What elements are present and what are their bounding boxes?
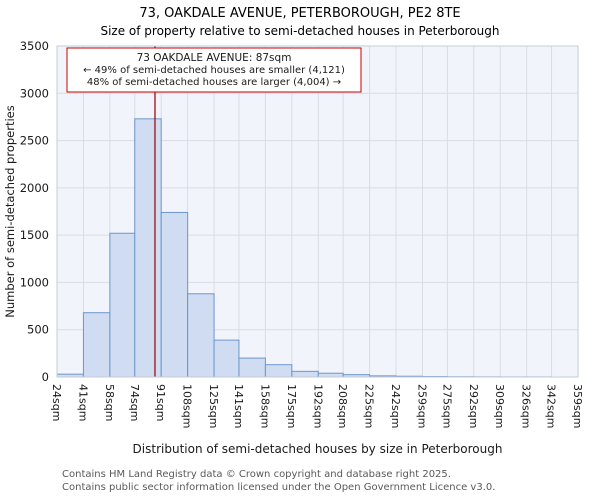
- histogram-bar: [317, 372, 344, 378]
- x-tick-label: 359sqm: [571, 384, 584, 428]
- x-tick-label: 259sqm: [415, 384, 428, 428]
- histogram-bar: [109, 232, 136, 378]
- x-tick-label: 225sqm: [363, 384, 376, 428]
- x-tick-label: 326sqm: [520, 384, 533, 428]
- x-tick-label: 141sqm: [232, 384, 245, 428]
- x-tick-label: 242sqm: [389, 384, 402, 428]
- footer: Contains HM Land Registry data © Crown c…: [62, 469, 495, 494]
- chart-subtitle: Size of property relative to semi-detach…: [100, 24, 500, 38]
- footer-attribution-ogl: Contains public sector information licen…: [62, 481, 496, 493]
- annotation-larger-share: 48% of semi-detached houses are larger (…: [87, 77, 341, 88]
- y-tick-label: 500: [27, 323, 49, 337]
- x-tick-label: 125sqm: [207, 384, 220, 428]
- x-tick-label: 192sqm: [311, 384, 324, 428]
- footer-attribution-hmlr: Contains HM Land Registry data © Crown c…: [62, 469, 451, 480]
- x-tick-label: 108sqm: [181, 384, 194, 428]
- x-tick-label: 91sqm: [154, 384, 167, 421]
- histogram-bar: [213, 339, 240, 378]
- histogram-bar: [291, 370, 319, 378]
- y-tick-label: 3000: [20, 86, 49, 100]
- histogram-bar: [264, 364, 293, 378]
- x-tick-label: 74sqm: [128, 384, 141, 421]
- x-axis-label: Distribution of semi-detached houses by …: [133, 442, 503, 456]
- y-tick-label: 3500: [20, 39, 49, 53]
- y-tick-label: 2500: [20, 134, 49, 148]
- x-tick-label: 275sqm: [440, 384, 453, 428]
- x-tick-label: 175sqm: [285, 384, 298, 428]
- x-tick-label: 309sqm: [493, 384, 506, 428]
- x-tick-label: 58sqm: [103, 384, 116, 421]
- annotation-box: [66, 47, 362, 93]
- x-tick-label: 24sqm: [50, 384, 63, 421]
- histogram-bar: [134, 118, 162, 378]
- histogram-bar: [187, 293, 215, 378]
- y-tick-label: 1500: [20, 228, 49, 242]
- x-tick-label: 208sqm: [336, 384, 349, 428]
- x-tick-label: 41sqm: [76, 384, 89, 421]
- y-tick-label: 2000: [20, 181, 49, 195]
- histogram-bar: [238, 357, 266, 378]
- y-tick-label: 1000: [20, 275, 49, 289]
- x-tick-label: 342sqm: [545, 384, 558, 428]
- annotation-title: 73 OAKDALE AVENUE: 87sqm: [137, 52, 292, 64]
- chart-title: 73, OAKDALE AVENUE, PETERBOROUGH, PE2 8T…: [139, 6, 461, 21]
- y-axis-label: Number of semi-detached properties: [3, 105, 17, 317]
- y-tick-label: 0: [42, 370, 49, 384]
- x-tick-label: 292sqm: [467, 384, 480, 428]
- annotation-smaller-share: ← 49% of semi-detached houses are smalle…: [83, 65, 345, 76]
- x-tick-label: 158sqm: [258, 384, 271, 428]
- histogram-bar: [160, 211, 189, 378]
- histogram-bar: [82, 312, 111, 378]
- histogram-chart: 0 500 1000 1500 2000 2500 3000 3500 73 OAKDALE A…: [3, 39, 584, 456]
- plot-border: [56, 45, 579, 378]
